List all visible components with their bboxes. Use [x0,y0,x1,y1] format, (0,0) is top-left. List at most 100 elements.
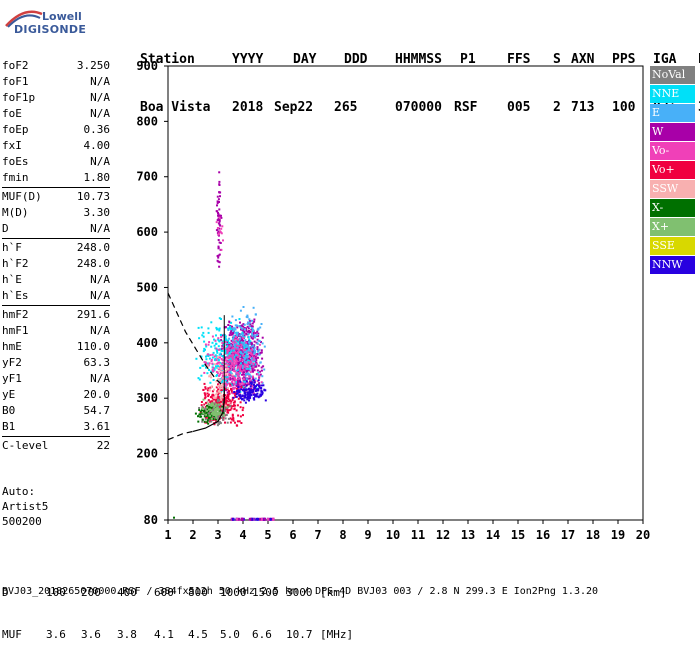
muf-value: 10.7 [286,628,313,641]
param-value: 54.7 [83,404,111,417]
echo-point [223,407,226,409]
echo-point [216,400,219,403]
echo-point [251,319,253,322]
echo-point [240,343,243,346]
echo-point [248,375,251,378]
echo-point [202,412,205,415]
echo-point [251,332,253,335]
echo-point [238,349,241,352]
echo-point [252,379,255,382]
echo-point [237,414,240,417]
echo-point [252,397,255,400]
echo-point [252,344,255,347]
echo-point [209,396,212,399]
echo-point [240,328,242,331]
echo-point [217,337,220,340]
echo-point [220,402,223,405]
echo-point [204,386,207,389]
echo-point [239,366,241,369]
auto-label: Auto: [2,485,36,498]
echo-point [249,385,252,388]
echo-point [236,344,238,347]
echo-point [238,379,241,382]
echo-point [248,319,251,322]
echo-point [221,374,224,377]
echo-point [216,409,219,412]
echo-point [220,370,223,373]
echo-point [255,517,258,521]
echo-point [247,327,250,330]
echo-point [222,239,224,242]
legend-item: W [650,123,695,141]
echo-point [237,397,240,400]
echo-point [260,369,263,372]
echo-point [216,195,219,198]
x-tick-label: 7 [314,528,321,542]
echo-point [205,401,207,404]
echo-point [220,398,223,401]
echo-point [210,409,213,412]
param-value: 0.36 [83,123,111,136]
echo-point [227,417,230,420]
echo-point [203,415,206,418]
echo-point [215,347,218,350]
echo-point [199,413,202,416]
echo-point [247,361,250,364]
echo-point [222,418,224,421]
echo-point [237,372,240,375]
echo-point [219,379,222,382]
echo-point [248,331,251,334]
echo-point [219,391,222,394]
echo-point [252,333,255,336]
echo-point [221,405,224,407]
echo-point [243,351,246,354]
echo-point [228,373,231,376]
echo-point [248,377,251,380]
echo-point [221,355,224,357]
echo-point [236,333,239,336]
echo-point [244,354,247,357]
echo-point [222,343,225,346]
echo-point [253,340,256,343]
echo-point [257,517,260,521]
echo-point [218,208,221,211]
params-divider [2,436,110,437]
echo-point [243,330,245,333]
param-label: foEp [2,123,29,136]
echo-point [239,349,242,352]
echo-point [243,389,246,392]
echo-point [195,357,198,360]
echo-point [237,341,240,344]
echo-point [238,394,241,397]
echo-point [235,387,238,390]
echo-point [253,351,256,354]
echo-point [227,327,230,330]
echo-point [225,372,228,375]
echo-point [206,364,209,367]
echo-point [226,409,229,412]
echo-point [252,393,255,396]
echo-point [261,375,264,378]
echo-point [256,350,259,353]
echo-point [235,342,238,345]
echo-point [239,383,242,386]
echo-point [251,517,254,521]
echo-point [251,334,254,337]
echo-point [230,418,233,421]
echo-point [210,412,213,415]
echo-point [217,399,220,402]
echo-point [238,339,241,342]
header-value: 2 [553,100,561,115]
echo-point [217,383,219,386]
echo-point [260,517,263,521]
echo-point [221,334,224,337]
echo-point [243,353,246,356]
echo-point [205,411,208,414]
echo-point [198,407,201,409]
echo-point [218,411,221,414]
echo-point [240,517,243,521]
param-row: foF1p N/A [2,90,110,106]
echo-point [217,359,220,362]
param-value: 291.6 [76,308,110,321]
echo-point [214,347,217,350]
